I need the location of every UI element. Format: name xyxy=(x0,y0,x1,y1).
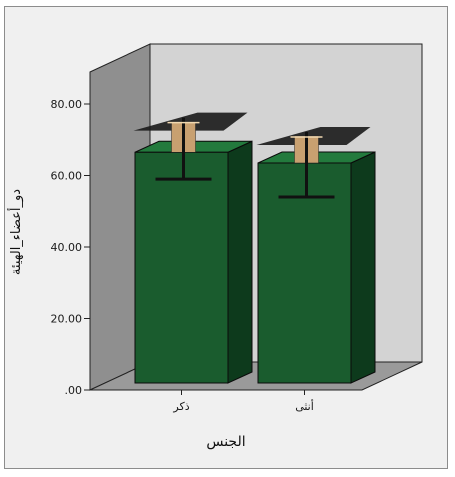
x-tick-label: أنثى xyxy=(295,399,314,413)
bar-group xyxy=(256,126,376,384)
y-tick-label: 60.00 xyxy=(51,170,83,183)
x-tick-label: ذكر xyxy=(172,400,189,413)
bar xyxy=(134,151,229,384)
category-labels: ذكر أنثى xyxy=(172,390,314,413)
bar-side xyxy=(227,140,253,384)
x-axis-title: الجنس xyxy=(206,434,245,450)
bar-side xyxy=(350,151,376,384)
y-axis-title: دو_أعضاء_الهيئة xyxy=(7,189,24,275)
bar xyxy=(257,162,352,384)
bars xyxy=(133,112,376,384)
y-tick-label: 80.00 xyxy=(51,98,83,111)
y-tick-label: .00 xyxy=(65,384,83,397)
y-tick-label: 40.00 xyxy=(51,241,83,254)
y-ticks: .00 20.00 40.00 60.00 80.00 xyxy=(51,98,90,397)
bar-group xyxy=(133,112,253,384)
y-tick-label: 20.00 xyxy=(51,313,83,326)
